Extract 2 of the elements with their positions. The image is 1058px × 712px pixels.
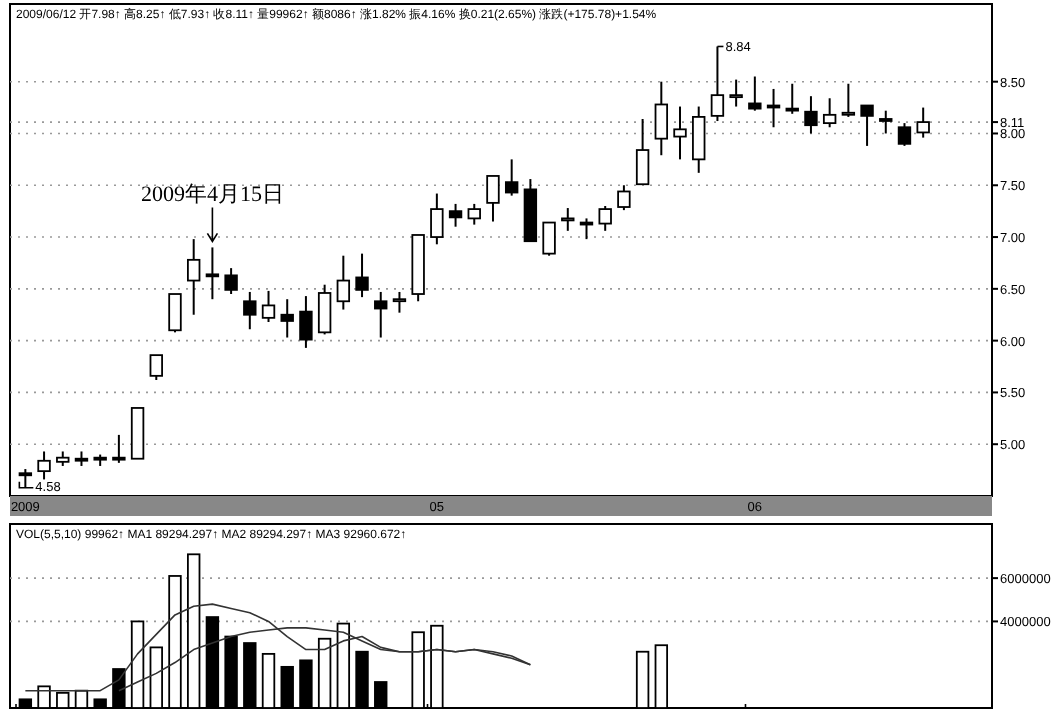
- annotation: 2009年4月15日: [140, 183, 284, 208]
- annotation: 2009年4月15日: [140, 183, 284, 243]
